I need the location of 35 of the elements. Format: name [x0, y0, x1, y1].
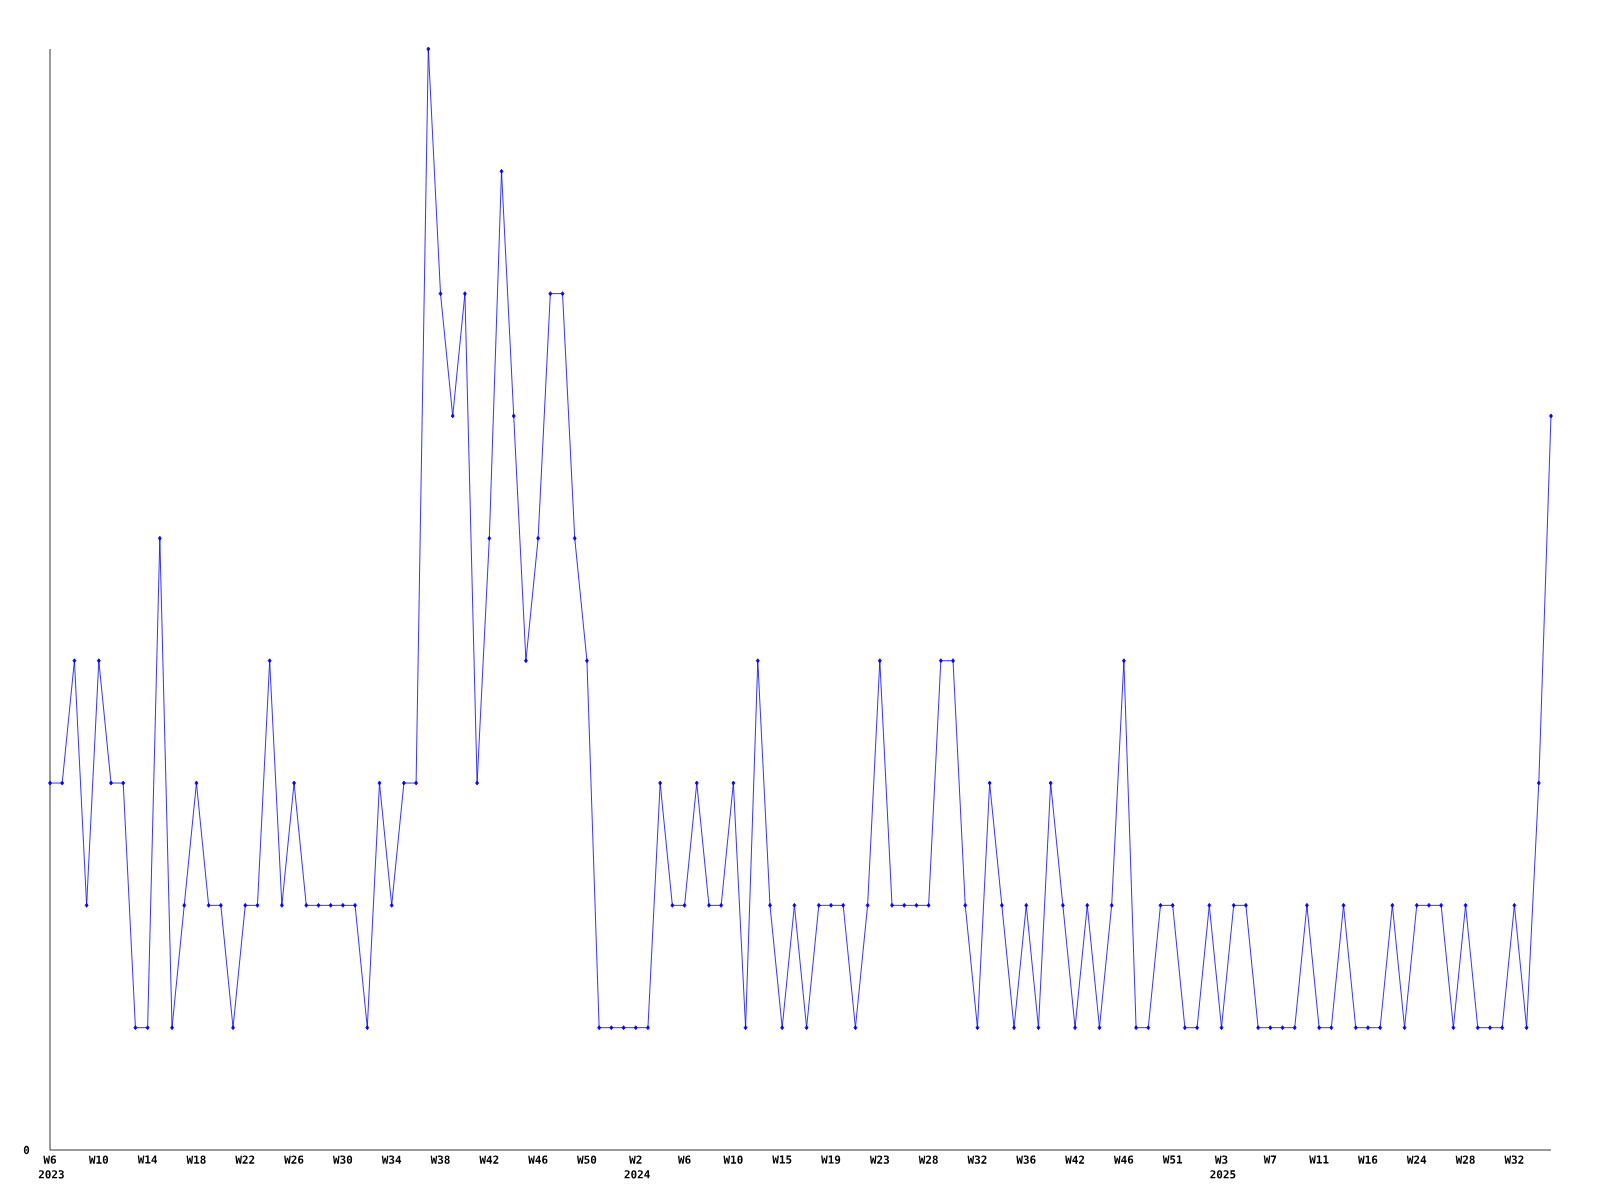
- x-tick-label: W10: [723, 1155, 743, 1164]
- x-tick-label: W24: [1406, 1155, 1427, 1164]
- x-tick-label: W51: [1162, 1155, 1183, 1164]
- x-tick-label: W14: [137, 1155, 158, 1164]
- x-tick-label: W6: [677, 1155, 691, 1164]
- x-tick-label: W32: [967, 1155, 987, 1164]
- x-tick-label: W26: [284, 1155, 304, 1164]
- x-tick-label: W16: [1358, 1155, 1378, 1164]
- text: 2025: [1210, 1170, 1236, 1179]
- x-tick-label: W32: [1504, 1155, 1524, 1164]
- x-tick-label: W30: [332, 1155, 353, 1164]
- x-tick-label: W22: [235, 1155, 255, 1164]
- x-tick-label: W34: [381, 1155, 402, 1164]
- x-tick-label: W15: [772, 1155, 792, 1164]
- x-tick-label: W6: [43, 1155, 56, 1164]
- x-tick-label: W28: [1455, 1155, 1475, 1164]
- text: 0: [23, 1145, 30, 1155]
- x-tick-label: W38: [430, 1155, 450, 1164]
- x-tick-label: W23: [869, 1155, 890, 1164]
- text: 2023: [38, 1170, 64, 1179]
- x-tick-label: W42: [479, 1155, 499, 1164]
- x-tick-label: W46: [1113, 1155, 1134, 1164]
- x-tick-label: W50: [577, 1155, 597, 1164]
- x-tick-label: W3: [1214, 1155, 1228, 1164]
- x-tick-label: W10: [88, 1155, 109, 1164]
- x-tick-label: W7: [1263, 1155, 1277, 1164]
- x-tick-label: W42: [1065, 1155, 1085, 1164]
- x-tick-label: W28: [918, 1155, 938, 1164]
- x-tick-label: W18: [186, 1155, 206, 1164]
- x-tick-label: W2: [629, 1155, 642, 1164]
- x-tick-label: W19: [821, 1155, 841, 1164]
- x-tick-label: W11: [1309, 1155, 1329, 1164]
- text: 2024: [624, 1170, 650, 1179]
- x-tick-label: W36: [1016, 1155, 1036, 1164]
- x-tick-label: W46: [528, 1155, 548, 1164]
